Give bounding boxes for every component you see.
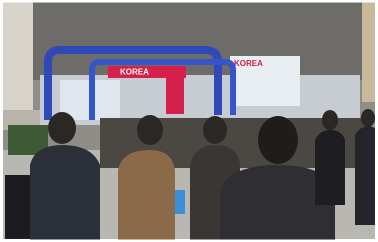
page: KOREA KOREA (() => { const data = JSON.p…	[0, 0, 378, 242]
sign-text: KOREA	[120, 68, 149, 77]
sign-text: KOREA	[234, 59, 263, 68]
right-pillar	[362, 2, 375, 102]
photo-scene: KOREA KOREA	[0, 0, 378, 242]
back-wall	[30, 2, 375, 80]
left-pillar	[3, 2, 33, 112]
red-banner	[166, 78, 184, 114]
